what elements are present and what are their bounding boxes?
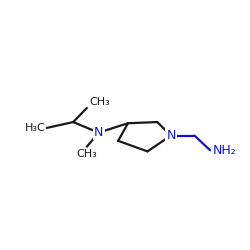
Text: N: N bbox=[166, 129, 176, 142]
Text: CH₃: CH₃ bbox=[89, 97, 110, 107]
Text: NH₂: NH₂ bbox=[212, 144, 236, 157]
Text: N: N bbox=[94, 126, 103, 139]
Text: H₃C: H₃C bbox=[25, 123, 46, 133]
Text: CH₃: CH₃ bbox=[76, 149, 97, 159]
